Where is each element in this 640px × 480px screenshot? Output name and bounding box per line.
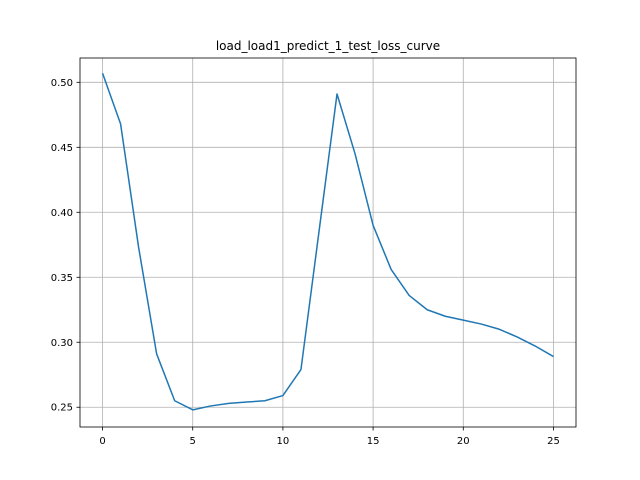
grid-lines	[80, 58, 576, 427]
y-tick-label: 0.35	[51, 273, 73, 284]
x-tick-label: 20	[457, 436, 470, 447]
y-axis: 0.25 0.30 0.35 0.40 0.45 0.50	[51, 78, 80, 414]
x-axis: 0 5 10 15 20 25	[99, 427, 560, 447]
x-tick-label: 15	[367, 436, 380, 447]
y-tick-label: 0.40	[51, 208, 73, 219]
y-tick-label: 0.45	[51, 143, 73, 154]
y-tick-label: 0.50	[51, 78, 73, 89]
y-tick-label: 0.25	[51, 403, 73, 414]
loss-series-line	[101, 72, 554, 411]
x-tick-label: 0	[99, 436, 105, 447]
chart-title: load_load1_predict_1_test_loss_curve	[216, 39, 440, 53]
plot-frame	[79, 57, 577, 428]
x-tick-label: 5	[190, 436, 196, 447]
series-layer	[101, 72, 554, 411]
x-tick-label: 10	[277, 436, 290, 447]
x-tick-label: 25	[547, 436, 560, 447]
y-tick-label: 0.30	[51, 338, 73, 349]
